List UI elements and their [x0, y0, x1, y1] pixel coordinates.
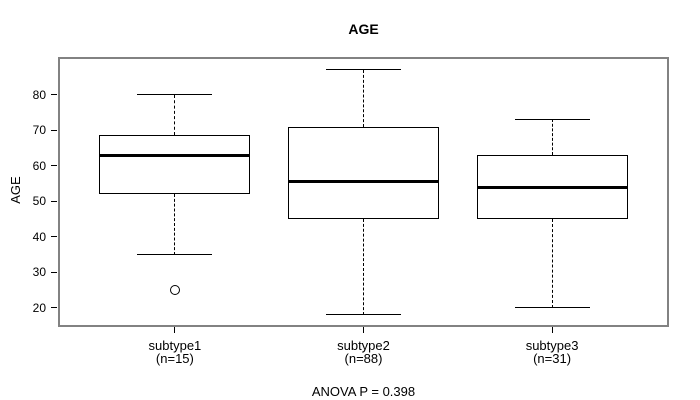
whisker-cap-upper — [137, 94, 213, 96]
y-tick-label: 30 — [32, 265, 46, 280]
whisker-cap-lower — [137, 254, 213, 256]
y-tick-label: 60 — [32, 158, 46, 173]
y-tick — [51, 236, 57, 238]
y-tick — [51, 271, 57, 273]
group-label: subtype1 (n=15) — [105, 339, 245, 365]
median-line — [288, 180, 439, 184]
anova-p-annotation: ANOVA P = 0.398 — [311, 384, 416, 399]
y-tick — [51, 165, 57, 167]
group-label-name: subtype2 — [337, 338, 390, 353]
outlier-point — [169, 285, 180, 296]
group-label: subtype3 (n=31) — [482, 339, 622, 365]
group-label-count: (n=31) — [533, 351, 572, 366]
whisker-lower — [551, 219, 553, 308]
whisker-cap-lower — [514, 307, 590, 309]
box-iqr — [288, 126, 439, 219]
whisker-upper — [174, 94, 176, 136]
whisker-cap-upper — [326, 69, 401, 71]
whisker-cap-upper — [514, 118, 590, 120]
median-line — [99, 153, 251, 157]
y-tick — [51, 94, 57, 96]
group-label-name: subtype1 — [148, 338, 202, 353]
y-tick-label: 20 — [32, 300, 46, 315]
plot-frame — [58, 57, 669, 327]
chart-title: AGE — [348, 21, 379, 37]
x-tick — [363, 327, 364, 333]
x-tick — [551, 327, 553, 333]
median-line — [476, 185, 628, 189]
whisker-upper — [363, 69, 364, 127]
x-tick — [174, 327, 176, 333]
y-tick — [51, 307, 57, 309]
y-tick-label: 70 — [32, 123, 46, 138]
whisker-lower — [174, 194, 176, 255]
whisker-lower — [363, 219, 364, 315]
group-label-count: (n=88) — [344, 351, 383, 366]
y-tick-label: 40 — [32, 229, 46, 244]
y-tick-label: 80 — [32, 87, 46, 102]
box-iqr — [99, 135, 251, 195]
y-tick — [51, 129, 57, 131]
y-tick — [51, 200, 57, 202]
whisker-cap-lower — [326, 314, 401, 316]
group-label-count: (n=15) — [155, 351, 194, 366]
group-label: subtype2 (n=88) — [294, 339, 434, 365]
y-tick-label: 50 — [32, 194, 46, 209]
group-label-name: subtype3 — [525, 338, 579, 353]
whisker-upper — [551, 119, 553, 156]
